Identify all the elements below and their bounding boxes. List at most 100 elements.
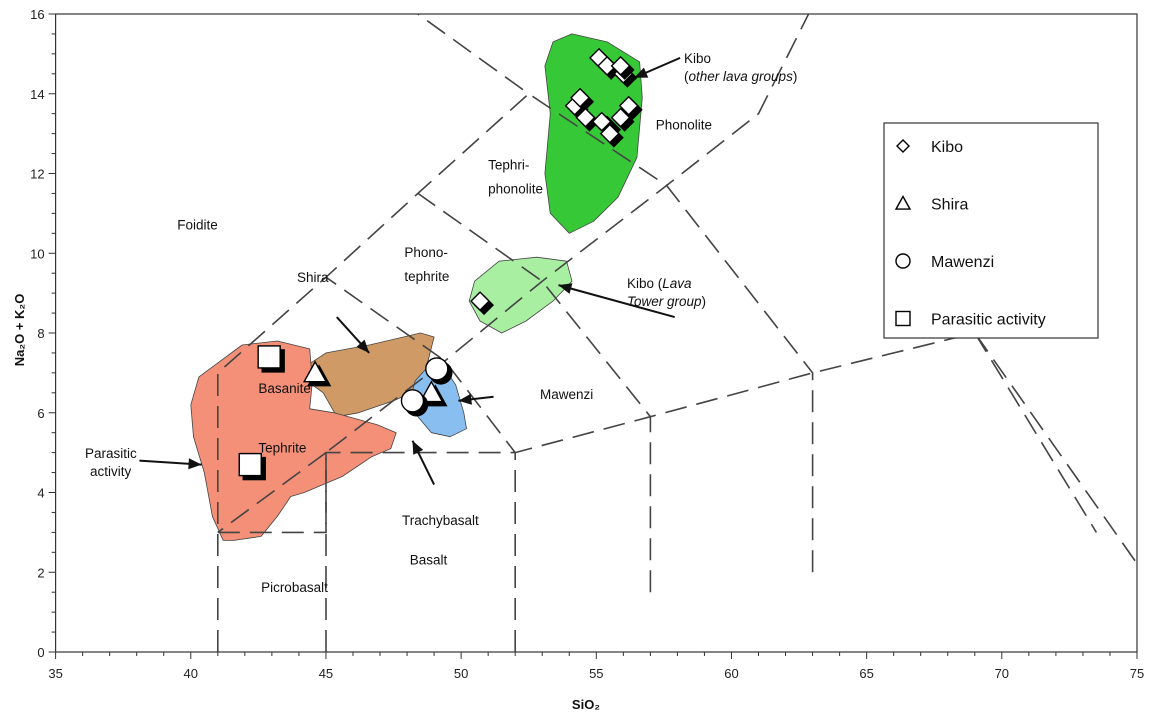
field-label: Phono- bbox=[404, 245, 448, 260]
annotation-kibo-lava-part: Tower group bbox=[627, 294, 702, 309]
diamond-marker bbox=[591, 111, 612, 132]
legend-label: Shira bbox=[931, 197, 968, 214]
legend: Kibo Shira Mawenzi Parasitic activity bbox=[883, 122, 1099, 339]
boundary-line-6 bbox=[217, 451, 327, 534]
y-tick-label: 10 bbox=[30, 246, 44, 261]
boundary-line-4 bbox=[417, 192, 652, 593]
y-tick-label: 14 bbox=[30, 87, 44, 102]
annotation-arrow-line bbox=[558, 284, 675, 319]
field-label: Picrobasalt bbox=[261, 580, 328, 595]
circle-marker bbox=[400, 389, 425, 413]
annotation-arrow-head bbox=[188, 458, 202, 470]
square-marker bbox=[238, 452, 262, 477]
annotation-arrow-head bbox=[412, 440, 424, 455]
annotation-trachybasalt: Trachybasalt bbox=[402, 513, 479, 528]
legend-circle-icon bbox=[895, 253, 911, 269]
field-label: Foidite bbox=[177, 217, 218, 232]
x-tick-label: 75 bbox=[1130, 666, 1144, 681]
legend-box bbox=[883, 122, 1099, 339]
annotation-kibo-lava-part: Lava bbox=[662, 276, 692, 291]
y-tick-labels: 0 2 4 6 8 10 12 14 16 bbox=[30, 7, 44, 660]
legend-label: Parasitic activity bbox=[931, 312, 1046, 329]
region-4 bbox=[190, 340, 397, 541]
annotation-arrows bbox=[139, 56, 681, 485]
diamond-marker bbox=[610, 55, 631, 76]
x-tick-label: 60 bbox=[724, 666, 738, 681]
field-label: Tephri- bbox=[488, 158, 529, 173]
annotation-mawenzi: Mawenzi bbox=[540, 387, 593, 402]
annotation-arrow-head bbox=[634, 67, 649, 78]
square-marker bbox=[257, 345, 281, 369]
annotation-kibo-lava-part: ) bbox=[702, 294, 707, 309]
annotation-parasitic: Parasitic activity bbox=[85, 446, 141, 479]
x-axis-title: SiO₂ bbox=[572, 697, 600, 712]
diamond-marker bbox=[610, 107, 631, 128]
diamond-marker bbox=[470, 291, 491, 312]
field-label: Phonolite bbox=[656, 118, 712, 133]
triangle-marker bbox=[302, 360, 328, 383]
field-labels: Foidite Basanite Tephrite Picrobasalt Basalt… bbox=[177, 118, 712, 596]
annotation-kibo-other-part: ) bbox=[793, 69, 798, 84]
boundary-line-3 bbox=[325, 276, 517, 652]
field-label: Basalt bbox=[410, 552, 448, 567]
region-1 bbox=[468, 256, 573, 334]
legend-label: Mawenzi bbox=[931, 254, 994, 271]
annotation-parasitic-line1: Parasitic bbox=[85, 446, 137, 461]
region-0 bbox=[544, 33, 643, 234]
y-tick-label: 8 bbox=[37, 326, 44, 341]
boundary-line-0 bbox=[217, 14, 530, 652]
x-tick-label: 70 bbox=[995, 666, 1009, 681]
field-label: Basanite bbox=[258, 381, 311, 396]
boundary-line-1 bbox=[217, 14, 810, 534]
regions bbox=[190, 33, 643, 541]
annotation-kibo-other-line2: (other lava groups) bbox=[684, 69, 797, 84]
legend-items: Kibo Shira Mawenzi Parasitic activity bbox=[894, 139, 1046, 329]
field-label: tephrite bbox=[404, 269, 449, 284]
boundary-line-5 bbox=[528, 93, 814, 573]
annotation-kibo-lava-tower-line2: Tower group) bbox=[627, 294, 706, 309]
y-tick-label: 2 bbox=[37, 565, 44, 580]
field-boundaries bbox=[217, 14, 1138, 652]
annotation-arrow-head bbox=[458, 393, 472, 405]
annotation-kibo-other: Kibo (other lava groups) bbox=[684, 51, 797, 84]
axis-ticks bbox=[48, 13, 1138, 659]
annotation-arrow-head bbox=[356, 339, 370, 353]
annotation-kibo-lava-tower: Kibo (Lava Tower group) bbox=[627, 276, 706, 309]
x-tick-label: 65 bbox=[859, 666, 873, 681]
annotations: Kibo (other lava groups) Kibo (Lava Towe… bbox=[85, 51, 797, 528]
y-axis-title: Na₂O + K₂O bbox=[12, 294, 27, 367]
diamond-marker bbox=[618, 95, 639, 116]
legend-triangle-icon bbox=[894, 195, 912, 210]
annotation-kibo-other-line1: Kibo bbox=[684, 51, 711, 66]
diamond-marker bbox=[597, 55, 618, 76]
annotation-arrow-head bbox=[558, 283, 573, 294]
x-tick-labels: 35 40 45 50 55 60 65 70 75 bbox=[48, 666, 1144, 681]
x-tick-label: 35 bbox=[48, 666, 62, 681]
field-label: phonolite bbox=[488, 181, 543, 196]
diamond-marker bbox=[575, 107, 596, 128]
y-tick-label: 12 bbox=[30, 167, 44, 182]
legend-label: Kibo bbox=[931, 139, 963, 156]
diamond-marker bbox=[570, 87, 591, 108]
diamond-marker bbox=[599, 123, 620, 144]
circle-marker bbox=[425, 357, 449, 381]
annotation-parasitic-line2: activity bbox=[90, 464, 132, 479]
annotation-kibo-other-part: ( bbox=[684, 69, 689, 84]
annotation-kibo-lava-tower-line1: Kibo (Lava bbox=[627, 276, 692, 291]
x-tick-label: 55 bbox=[589, 666, 603, 681]
annotation-kibo-lava-part: Kibo ( bbox=[627, 276, 663, 291]
boundary-line-7 bbox=[974, 332, 1098, 533]
y-tick-label: 16 bbox=[30, 7, 44, 22]
triangle-marker bbox=[419, 380, 444, 403]
y-tick-label: 6 bbox=[37, 406, 44, 421]
field-label: Tephrite bbox=[258, 441, 306, 456]
x-tick-label: 50 bbox=[454, 666, 468, 681]
data-markers bbox=[238, 47, 643, 481]
annotation-kibo-other-part: other lava groups bbox=[689, 69, 794, 84]
legend-square-icon bbox=[895, 310, 911, 327]
annotation-shira: Shira bbox=[297, 270, 329, 285]
x-tick-label: 45 bbox=[319, 666, 333, 681]
y-tick-label: 4 bbox=[37, 486, 44, 501]
y-tick-label: 0 bbox=[37, 645, 44, 660]
